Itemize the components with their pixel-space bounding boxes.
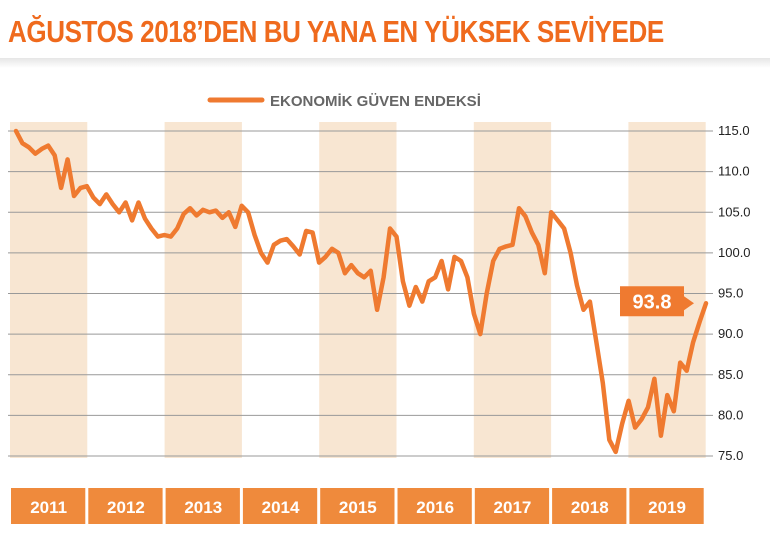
y-tick-label: 75.0 [718, 448, 743, 463]
year-cell-2013 [165, 488, 240, 524]
year-cell-2012 [88, 488, 163, 524]
y-tick-label: 95.0 [718, 286, 743, 301]
year-label-2013: 2013 [184, 498, 222, 517]
callout-value: 93.8 [633, 291, 672, 313]
economic-confidence-line [13, 128, 709, 455]
year-label-2012: 2012 [107, 498, 145, 517]
y-tick-label: 115.0 [718, 123, 750, 138]
year-cell-2018 [552, 488, 627, 524]
y-tick-label: 110.0 [718, 164, 750, 179]
year-cell-2019 [629, 488, 704, 524]
year-bands [10, 122, 706, 458]
year-band-2011 [10, 122, 88, 458]
year-label-2018: 2018 [571, 498, 609, 517]
y-tick-label: 105.0 [718, 204, 751, 219]
year-cell-2014 [242, 488, 318, 524]
year-label-2019: 2019 [648, 498, 686, 517]
series-line [13, 128, 709, 455]
callout-pointer [684, 296, 694, 311]
year-label-2014: 2014 [262, 498, 300, 517]
y-axis-ticks: 115.0 110.0 105.0 100.0 95.0 90.0 85.0 80.0 75.0 [718, 123, 751, 463]
year-label-2011: 2011 [30, 498, 67, 517]
year-cell-2017 [474, 488, 550, 524]
page-title: AĞUSTOS 2018’DEN BU YANA EN YÜKSEK SEVİY… [8, 14, 664, 49]
y-tick-label: 80.0 [718, 407, 743, 422]
y-tick-label: 90.0 [718, 326, 743, 341]
value-callout: 93.8 [620, 286, 694, 317]
year-label-2015: 2015 [339, 498, 377, 517]
year-label-2016: 2016 [416, 498, 454, 517]
callout-box [620, 286, 684, 317]
year-cell-2011 [11, 488, 86, 524]
year-cell-2016 [397, 488, 472, 524]
year-label-2017: 2017 [494, 498, 532, 517]
year-band-2013 [164, 122, 242, 458]
legend-label: EKONOMİK GÜVEN ENDEKSİ [270, 93, 481, 110]
title-shadow [0, 58, 770, 68]
legend: EKONOMİK GÜVEN ENDEKSİ [207, 93, 481, 110]
year-axis: 2011 2012 2013 2014 2015 2016 2017 2018 2019 [11, 488, 704, 524]
y-tick-label: 100.0 [718, 245, 751, 260]
y-tick-label: 85.0 [718, 367, 743, 382]
year-cell-2015 [320, 488, 395, 524]
year-band-2015 [319, 122, 397, 458]
gridlines [8, 130, 713, 457]
